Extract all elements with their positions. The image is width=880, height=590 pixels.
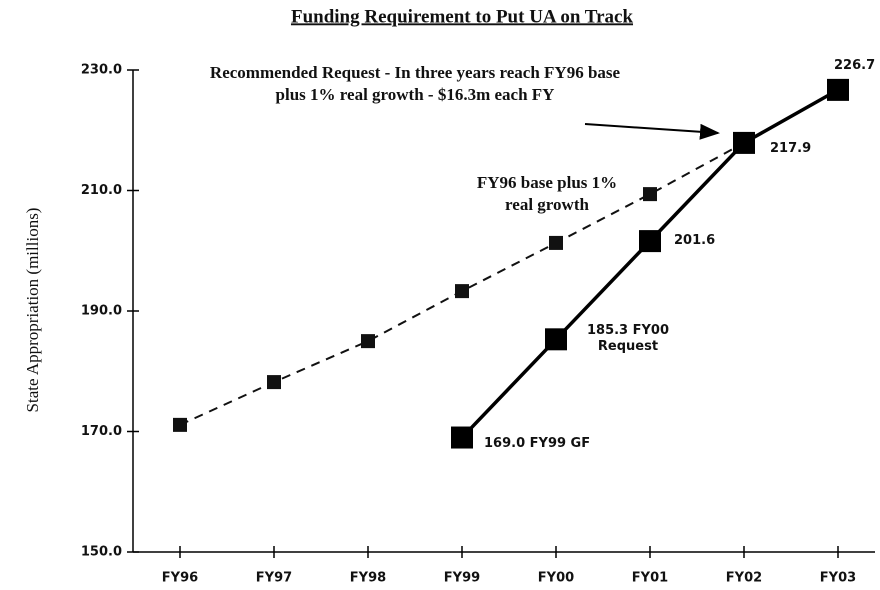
x-tick-label: FY01 bbox=[632, 571, 668, 586]
data-point bbox=[451, 426, 473, 449]
data-point bbox=[361, 334, 375, 349]
data-point bbox=[267, 375, 281, 390]
data-point bbox=[639, 230, 661, 253]
annotation: Recommended Request - In three years rea… bbox=[209, 63, 621, 104]
data-point bbox=[455, 284, 469, 299]
data-point bbox=[173, 417, 187, 432]
chart-title: Funding Requirement to Put UA on Track bbox=[291, 6, 633, 27]
data-label: 217.9 bbox=[770, 140, 812, 156]
data-point bbox=[549, 235, 563, 250]
x-tick-label: FY98 bbox=[350, 571, 386, 586]
data-point bbox=[545, 328, 567, 351]
series-label: FY96 base plus 1% real growth bbox=[476, 173, 618, 214]
y-tick-label: 210.0 bbox=[81, 183, 122, 198]
x-tick-label: FY99 bbox=[444, 571, 480, 586]
data-label: 185.3 FY00 Request bbox=[586, 323, 670, 355]
x-tick-label: FY03 bbox=[820, 571, 856, 586]
x-tick-label: FY02 bbox=[726, 571, 762, 586]
y-tick-label: 170.0 bbox=[81, 424, 122, 439]
data-label: 226.7 bbox=[834, 57, 876, 73]
data-label: 201.6 bbox=[674, 233, 716, 249]
y-axis-label: State Appropriation (millions) bbox=[23, 208, 42, 413]
data-point bbox=[733, 131, 755, 154]
data-point bbox=[643, 187, 657, 202]
y-tick-label: 150.0 bbox=[81, 545, 122, 560]
annotation-arrow bbox=[584, 123, 720, 140]
x-tick-label: FY97 bbox=[256, 571, 292, 586]
data-point bbox=[827, 78, 849, 101]
x-tick-label: FY00 bbox=[538, 571, 574, 586]
x-tick-label: FY96 bbox=[162, 571, 198, 586]
y-tick-label: 230.0 bbox=[81, 63, 122, 78]
y-tick-label: 190.0 bbox=[81, 304, 122, 319]
data-label: 169.0 FY99 GF bbox=[484, 435, 591, 451]
